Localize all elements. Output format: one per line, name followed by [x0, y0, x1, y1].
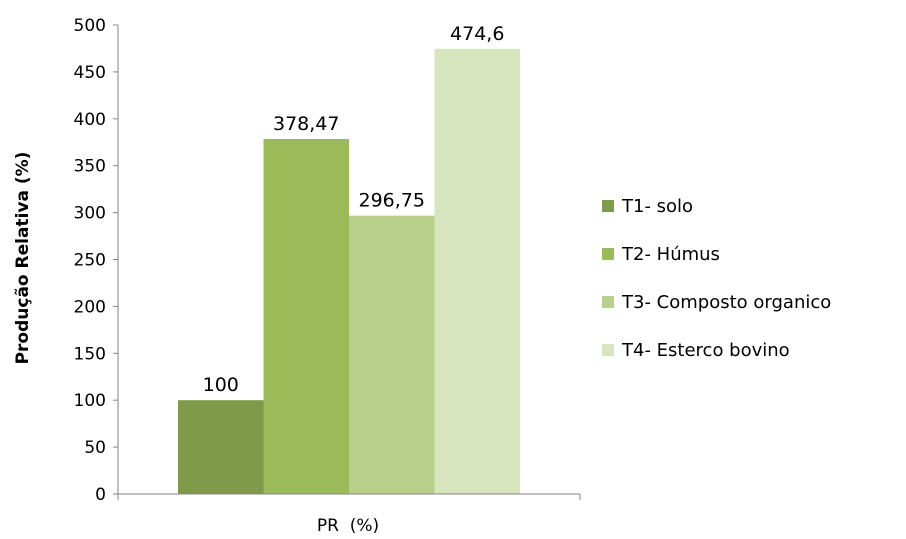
y-tick-label: 350 — [74, 157, 106, 177]
legend-item: T1- solo — [602, 196, 693, 217]
legend-label: T4- Esterco bovino — [621, 340, 790, 361]
bar-3 — [349, 215, 435, 494]
y-tick-label: 200 — [74, 297, 106, 317]
data-labels: 100 378,47 296,75 474,6 — [203, 23, 505, 396]
y-axis-label: Produção Relativa (%) — [13, 152, 33, 365]
legend: T1- solo T2- Húmus T3- Composto organico T4… — [602, 196, 831, 361]
y-tick-label: 400 — [74, 110, 106, 130]
data-label-4: 474,6 — [450, 23, 504, 45]
y-tick-label: 100 — [74, 391, 106, 411]
y-tick-label: 250 — [74, 251, 106, 271]
data-label-3: 296,75 — [359, 190, 425, 212]
bars — [178, 48, 520, 495]
legend-item: T3- Composto organico — [602, 292, 831, 313]
y-tick-label: 150 — [74, 344, 106, 364]
legend-swatch — [602, 248, 614, 260]
y-tick-label: 50 — [84, 438, 106, 458]
legend-item: T4- Esterco bovino — [602, 340, 790, 361]
y-tick-label: 0 — [95, 485, 106, 505]
y-tick-label: 450 — [74, 63, 106, 83]
legend-swatch — [602, 344, 614, 356]
y-tick-label: 500 — [74, 16, 106, 36]
x-axis-label: PR (%) — [317, 516, 379, 536]
y-tick-label: 300 — [74, 204, 106, 224]
y-axis-ticks: 0 50 100 150 200 250 300 350 400 450 500 — [74, 16, 118, 505]
data-label-1: 100 — [203, 374, 239, 396]
bar-1 — [178, 400, 264, 494]
legend-label: T1- solo — [621, 196, 693, 217]
legend-item: T2- Húmus — [602, 244, 720, 265]
plot-area: 0 50 100 150 200 250 300 350 400 450 500 100 378,47… — [74, 16, 581, 505]
legend-swatch — [602, 296, 614, 308]
legend-label: T2- Húmus — [621, 244, 720, 265]
bar-4 — [434, 48, 520, 495]
legend-swatch — [602, 200, 614, 212]
bar-2 — [263, 138, 349, 495]
data-label-2: 378,47 — [273, 113, 339, 135]
legend-label: T3- Composto organico — [621, 292, 831, 313]
